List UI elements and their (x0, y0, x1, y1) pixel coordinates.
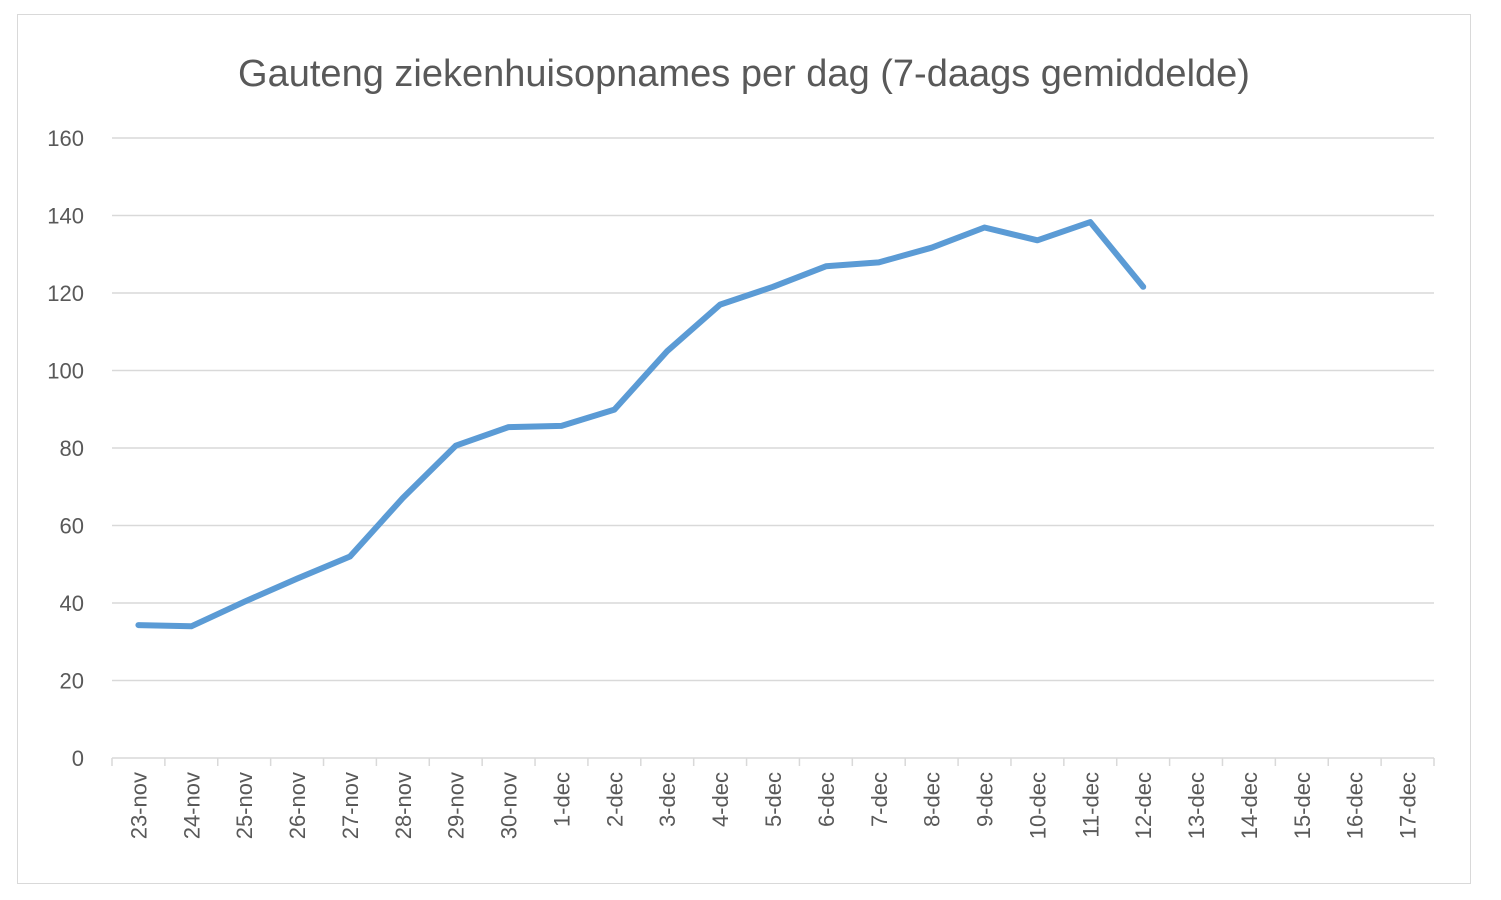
x-tick-label: 2-dec (602, 772, 627, 827)
x-tick-label: 1-dec (549, 772, 574, 827)
x-tick-label: 9-dec (973, 772, 998, 827)
y-tick-label: 0 (72, 746, 84, 771)
data-point (876, 259, 882, 265)
data-point (241, 599, 247, 605)
series-line (135, 219, 1147, 630)
x-axis-ticks: 23-nov 24-nov 25-nov 26-nov 27-nov 28-nov 29-n… (126, 772, 1420, 839)
x-tick-label: 3-dec (655, 772, 680, 827)
x-tick-label: 23-nov (126, 772, 151, 839)
y-tick-label: 40 (60, 591, 84, 616)
data-point (929, 245, 935, 251)
x-tick-label: 12-dec (1131, 772, 1156, 839)
data-point (770, 284, 776, 290)
data-point (453, 443, 459, 449)
x-tick-label: 29-nov (444, 772, 469, 839)
data-point (506, 424, 512, 430)
data-point (558, 423, 564, 429)
data-point (664, 348, 670, 354)
y-tick-label: 80 (60, 436, 84, 461)
y-tick-label: 60 (60, 514, 84, 539)
y-tick-label: 100 (47, 359, 84, 384)
x-tick-label: 16-dec (1343, 772, 1368, 839)
data-point (1034, 237, 1040, 243)
x-tick-label: 5-dec (761, 772, 786, 827)
data-point (347, 554, 353, 560)
chart-title: Gauteng ziekenhuisopnames per dag (7-daa… (238, 53, 1250, 95)
x-tick-label: 10-dec (1025, 772, 1050, 839)
series-layer (135, 219, 1147, 630)
y-tick-label: 140 (47, 204, 84, 229)
data-point (400, 495, 406, 501)
y-tick-label: 120 (47, 281, 84, 306)
y-tick-label: 160 (47, 126, 84, 151)
x-tick-label: 8-dec (920, 772, 945, 827)
chart-frame (17, 14, 1471, 884)
x-tick-label: 30-nov (497, 772, 522, 839)
x-tick-label: 17-dec (1396, 772, 1421, 839)
data-point (823, 263, 829, 269)
x-tick-label: 4-dec (708, 772, 733, 827)
data-point (982, 225, 988, 231)
data-point (135, 622, 141, 628)
y-axis-ticks: 0 20 40 60 80 100 120 140 160 (47, 126, 84, 771)
data-point (1140, 284, 1146, 290)
x-tick-label: 24-nov (179, 772, 204, 839)
x-tick-label: 13-dec (1184, 772, 1209, 839)
x-tick-label: 6-dec (814, 772, 839, 827)
x-tick-label: 28-nov (391, 772, 416, 839)
x-axis (111, 757, 1435, 766)
data-point (294, 576, 300, 582)
x-tick-label: 25-nov (232, 772, 257, 839)
x-tick-label: 26-nov (285, 772, 310, 839)
data-point (1087, 219, 1093, 225)
x-tick-label: 14-dec (1237, 772, 1262, 839)
x-tick-label: 27-nov (338, 772, 363, 839)
x-tick-label: 11-dec (1078, 772, 1103, 838)
gridlines (112, 137, 1434, 682)
data-point (188, 623, 194, 629)
x-tick-label: 7-dec (867, 772, 892, 827)
data-point (611, 407, 617, 413)
x-tick-label: 15-dec (1290, 772, 1315, 839)
y-tick-label: 20 (60, 669, 84, 694)
data-point (717, 302, 723, 308)
